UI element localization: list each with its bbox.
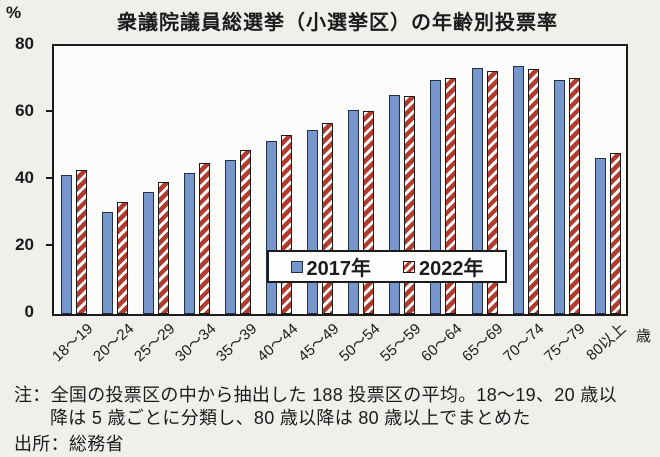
bar-2017-6 — [307, 129, 319, 314]
bar-2022-13 — [609, 153, 621, 314]
legend: 2017年 2022年 — [267, 250, 507, 283]
y-tick-label-0: 0 — [24, 302, 34, 321]
legend-swatch-2022-icon — [403, 260, 415, 273]
y-tick-mark-20 — [46, 244, 54, 246]
bar-2017-5 — [266, 141, 278, 314]
bar-2017-4 — [225, 159, 237, 314]
legend-label-2017: 2017年 — [306, 258, 372, 280]
legend-item-2017: 2017年 — [290, 252, 372, 281]
bar-2017-9 — [430, 79, 442, 314]
y-tick-label-60: 60 — [15, 101, 34, 120]
bar-2022-3 — [199, 163, 211, 314]
bar-2022-11 — [527, 69, 539, 314]
bar-2017-10 — [471, 67, 483, 314]
footnote-line-2: 降は 5 歳ごとに分類し、80 歳以降は 80 歳以上でまとめた — [50, 408, 531, 428]
bar-2017-2 — [143, 191, 155, 314]
legend-item-2022: 2022年 — [403, 252, 484, 281]
y-axis-unit-label: % — [6, 3, 22, 22]
y-tick-label-20: 20 — [15, 235, 34, 254]
bar-2022-9 — [445, 77, 457, 314]
bar-2017-3 — [184, 173, 196, 314]
bar-2022-12 — [568, 77, 580, 314]
bar-2022-10 — [486, 71, 498, 314]
chart-title: 衆議院議員総選挙（小選挙区）の年齢別投票率 — [117, 12, 558, 34]
legend-swatch-2017-icon — [290, 260, 303, 273]
bar-2017-1 — [102, 211, 114, 314]
y-tick-mark-60 — [46, 110, 54, 112]
bar-2017-7 — [348, 109, 360, 314]
bar-2022-5 — [281, 134, 293, 314]
bar-2022-2 — [158, 181, 170, 314]
bar-2022-1 — [117, 201, 129, 314]
bar-2017-12 — [553, 79, 565, 314]
bar-2022-7 — [363, 111, 375, 314]
bar-2017-8 — [389, 94, 401, 314]
bar-2017-0 — [61, 174, 72, 314]
bar-2022-0 — [76, 169, 87, 314]
y-tick-mark-40 — [46, 177, 54, 179]
bar-2017-13 — [594, 158, 606, 314]
plot-area: 2017年 2022年 — [52, 44, 628, 316]
footnote-line-1: 注：全国の投票区の中から抽出した 188 投票区の平均。18～19、20 歳以 — [14, 385, 617, 405]
x-axis-unit-label: 歳 — [636, 328, 652, 345]
bar-2022-8 — [404, 96, 416, 314]
y-tick-label-80: 80 — [15, 34, 34, 53]
bar-2022-4 — [240, 149, 252, 314]
bar-2017-11 — [512, 66, 524, 314]
y-tick-label-40: 40 — [15, 168, 34, 187]
source-note: 出所：総務省 — [14, 434, 124, 454]
bar-2022-6 — [322, 123, 334, 314]
legend-label-2022: 2022年 — [419, 258, 484, 280]
